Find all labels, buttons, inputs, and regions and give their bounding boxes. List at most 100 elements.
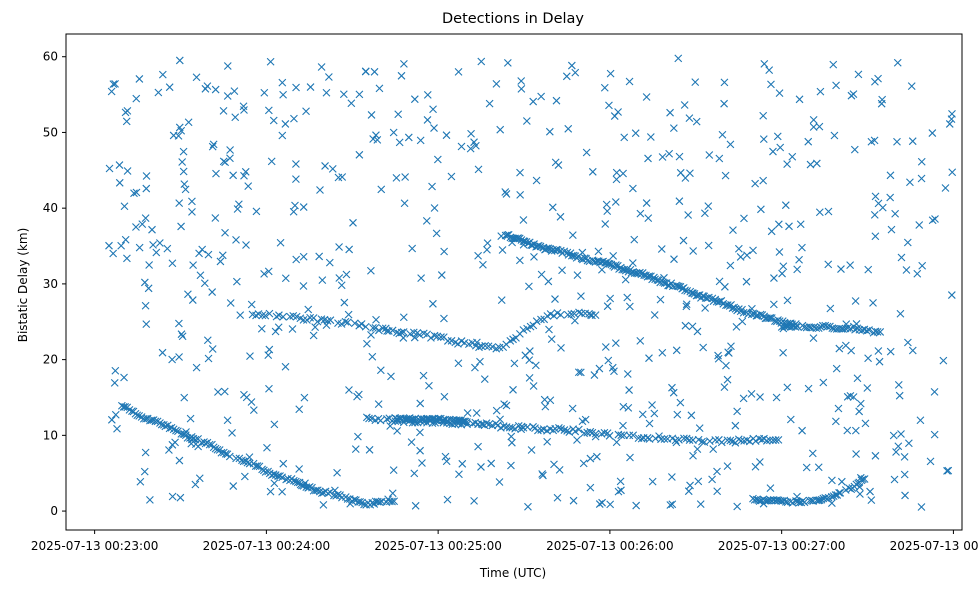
data-point bbox=[550, 246, 559, 255]
data-point bbox=[406, 416, 415, 424]
data-point bbox=[529, 382, 538, 390]
data-point bbox=[179, 167, 188, 176]
data-point bbox=[731, 421, 740, 430]
data-point bbox=[187, 433, 196, 441]
data-point bbox=[281, 274, 290, 283]
data-point bbox=[347, 99, 356, 108]
y-tick-label: 50 bbox=[43, 125, 58, 139]
data-point bbox=[829, 60, 838, 69]
data-point bbox=[226, 146, 235, 154]
data-point bbox=[154, 88, 163, 97]
data-point bbox=[295, 465, 304, 473]
data-point bbox=[388, 489, 397, 498]
data-point bbox=[309, 331, 318, 340]
data-point bbox=[894, 381, 903, 389]
data-point bbox=[180, 393, 189, 402]
data-point bbox=[509, 385, 517, 394]
data-point bbox=[454, 67, 463, 76]
data-point bbox=[397, 328, 406, 337]
data-point bbox=[657, 245, 666, 253]
data-point bbox=[195, 249, 203, 258]
data-point bbox=[551, 295, 559, 303]
data-point bbox=[835, 344, 844, 353]
data-point bbox=[184, 290, 192, 299]
data-point bbox=[437, 271, 446, 279]
data-point bbox=[720, 99, 728, 108]
data-point bbox=[679, 236, 688, 245]
data-point bbox=[740, 214, 748, 223]
data-point bbox=[265, 309, 274, 318]
data-point bbox=[772, 393, 781, 402]
data-point bbox=[890, 475, 899, 484]
data-point bbox=[340, 298, 349, 307]
x-tick-label: 2025-07-13 00:28:00 bbox=[890, 539, 979, 553]
data-point bbox=[711, 436, 720, 444]
data-point bbox=[673, 410, 682, 419]
data-point bbox=[892, 448, 900, 456]
data-point bbox=[577, 292, 585, 301]
data-point bbox=[130, 189, 138, 198]
data-point bbox=[736, 253, 745, 261]
data-point bbox=[849, 90, 858, 99]
data-point bbox=[843, 426, 852, 435]
data-point bbox=[399, 334, 408, 342]
data-point bbox=[689, 289, 697, 298]
data-point bbox=[474, 165, 483, 174]
data-point bbox=[264, 267, 273, 276]
data-point bbox=[837, 265, 845, 273]
data-point bbox=[110, 378, 119, 387]
data-point bbox=[115, 161, 124, 169]
data-point bbox=[240, 171, 248, 180]
data-point bbox=[645, 435, 654, 443]
data-point bbox=[454, 359, 463, 368]
data-point bbox=[441, 452, 450, 461]
data-point bbox=[668, 500, 677, 509]
data-point bbox=[568, 231, 577, 240]
data-point bbox=[158, 348, 167, 357]
data-point bbox=[231, 113, 240, 122]
data-point bbox=[149, 240, 157, 249]
data-point bbox=[604, 259, 613, 268]
data-point bbox=[759, 135, 768, 144]
data-point bbox=[818, 321, 827, 330]
data-point bbox=[701, 304, 710, 312]
data-point bbox=[862, 326, 871, 335]
data-point bbox=[339, 90, 348, 99]
data-point bbox=[457, 142, 466, 151]
data-point bbox=[503, 59, 512, 67]
data-point bbox=[915, 221, 924, 229]
data-point bbox=[363, 339, 371, 348]
data-point bbox=[132, 188, 141, 197]
data-point bbox=[335, 243, 343, 251]
data-point bbox=[667, 473, 676, 481]
data-point bbox=[708, 475, 716, 484]
data-point bbox=[230, 87, 239, 95]
data-point bbox=[566, 249, 575, 258]
data-point bbox=[135, 75, 144, 83]
data-point bbox=[121, 403, 130, 411]
data-point bbox=[299, 315, 308, 324]
x-tick-label: 2025-07-13 00:23:00 bbox=[31, 539, 158, 553]
data-point bbox=[617, 431, 626, 440]
data-point bbox=[113, 424, 121, 433]
data-point bbox=[798, 243, 806, 252]
data-point bbox=[223, 416, 232, 425]
data-point bbox=[913, 269, 922, 278]
data-point bbox=[530, 252, 538, 261]
data-point bbox=[845, 484, 853, 493]
data-point bbox=[644, 154, 652, 163]
data-point bbox=[517, 84, 526, 93]
data-point bbox=[930, 430, 939, 439]
data-point bbox=[276, 472, 284, 480]
data-point bbox=[586, 454, 595, 463]
data-point bbox=[670, 255, 678, 264]
data-point bbox=[769, 147, 777, 156]
data-point bbox=[603, 207, 612, 216]
data-point bbox=[177, 429, 186, 438]
data-point bbox=[485, 99, 494, 108]
data-point bbox=[496, 415, 504, 424]
data-point bbox=[767, 80, 775, 89]
data-point bbox=[258, 311, 267, 320]
data-point bbox=[311, 323, 320, 331]
